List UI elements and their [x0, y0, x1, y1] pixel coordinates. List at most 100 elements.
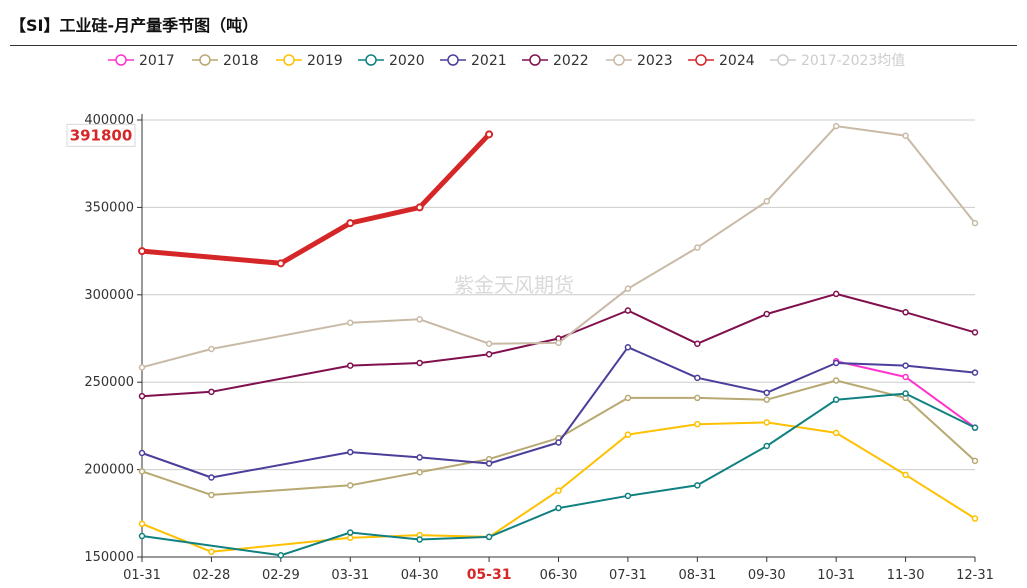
- data-point-2022[interactable]: [624, 307, 632, 314]
- data-point-2021[interactable]: [971, 369, 979, 376]
- data-point-2023[interactable]: [832, 122, 840, 130]
- data-point-2022[interactable]: [138, 392, 146, 400]
- series-2023: [138, 122, 979, 371]
- data-point-2023[interactable]: [902, 132, 909, 139]
- data-point-2018[interactable]: [832, 377, 840, 384]
- data-point-2021[interactable]: [763, 389, 770, 396]
- legend-label: 2021: [471, 53, 507, 69]
- watermark: 紫金天风期货: [454, 273, 574, 297]
- series-2018: [138, 377, 979, 499]
- data-point-2018[interactable]: [347, 482, 354, 489]
- data-point-2023[interactable]: [347, 319, 354, 327]
- data-point-2018[interactable]: [763, 396, 770, 403]
- data-point-2019[interactable]: [971, 515, 979, 522]
- legend-item-2018[interactable]: 2018: [192, 53, 259, 69]
- data-point-2023[interactable]: [971, 219, 979, 227]
- data-point-2020[interactable]: [485, 533, 493, 541]
- data-point-2022[interactable]: [208, 388, 215, 396]
- end-label-value: 391800: [70, 126, 133, 144]
- data-point-2020[interactable]: [832, 396, 840, 403]
- legend-item-2020[interactable]: 2020: [358, 53, 425, 69]
- data-point-2023[interactable]: [763, 198, 770, 205]
- data-point-2021[interactable]: [832, 359, 840, 367]
- series-2020: [138, 390, 979, 559]
- data-point-2020[interactable]: [971, 424, 979, 431]
- data-point-2019[interactable]: [763, 419, 770, 426]
- data-point-2021[interactable]: [485, 460, 493, 467]
- data-point-2018[interactable]: [694, 394, 701, 402]
- data-point-2019[interactable]: [624, 431, 632, 438]
- data-point-2023[interactable]: [555, 339, 562, 347]
- legend-swatch-marker: [613, 54, 625, 66]
- data-point-2021[interactable]: [416, 454, 423, 461]
- data-point-2021[interactable]: [347, 448, 354, 456]
- x-tick-label: 02-29: [262, 568, 300, 583]
- data-point-2021[interactable]: [694, 374, 701, 382]
- data-point-2018[interactable]: [971, 457, 979, 465]
- data-point-2019[interactable]: [832, 429, 840, 437]
- data-point-2022[interactable]: [694, 340, 701, 347]
- legend-item-2017[interactable]: 2017: [108, 53, 175, 69]
- data-point-2020[interactable]: [624, 492, 632, 500]
- data-point-2018[interactable]: [624, 394, 632, 402]
- data-point-2022[interactable]: [763, 310, 770, 318]
- x-tick-label: 07-31: [609, 568, 647, 583]
- data-point-2024[interactable]: [415, 203, 424, 212]
- data-point-2021[interactable]: [902, 362, 909, 369]
- data-point-2024[interactable]: [346, 219, 355, 228]
- data-point-2024[interactable]: [485, 130, 494, 139]
- data-point-2022[interactable]: [347, 362, 354, 369]
- data-point-2017[interactable]: [902, 373, 909, 381]
- data-point-2023[interactable]: [416, 316, 423, 323]
- series-line-2021: [141, 346, 976, 479]
- data-point-2022[interactable]: [832, 290, 840, 298]
- data-point-2022[interactable]: [485, 350, 493, 358]
- data-point-2021[interactable]: [555, 439, 562, 446]
- x-tick-label: 08-31: [678, 568, 716, 583]
- data-point-2019[interactable]: [138, 520, 146, 528]
- data-point-2023[interactable]: [208, 345, 215, 353]
- legend-label: 2023: [637, 53, 673, 69]
- data-point-2020[interactable]: [763, 442, 770, 450]
- legend-item-avg[interactable]: 2017-2023均值: [770, 53, 905, 69]
- data-point-2020[interactable]: [138, 532, 146, 540]
- data-point-2022[interactable]: [416, 359, 423, 367]
- data-point-2021[interactable]: [208, 474, 215, 481]
- data-point-2021[interactable]: [138, 449, 146, 457]
- data-point-2022[interactable]: [971, 329, 979, 336]
- legend-item-2019[interactable]: 2019: [276, 53, 343, 69]
- x-tick-label: 11-30: [887, 568, 925, 583]
- data-point-2022[interactable]: [902, 309, 909, 316]
- data-point-2019[interactable]: [902, 471, 909, 479]
- y-tick-label: 350000: [84, 200, 134, 215]
- x-tick-label-highlight: 05-31: [467, 567, 512, 583]
- data-point-2019[interactable]: [694, 420, 701, 428]
- data-point-2018[interactable]: [208, 491, 215, 499]
- data-point-2019[interactable]: [208, 548, 215, 556]
- data-point-2018[interactable]: [416, 468, 423, 476]
- data-point-2020[interactable]: [555, 504, 562, 512]
- x-axis: 01-31 02-28 02-29 03-31 04-30 05-31 06-30 07-31…: [123, 556, 994, 583]
- data-point-2023[interactable]: [624, 285, 632, 292]
- data-point-2024[interactable]: [138, 247, 146, 256]
- data-point-2024[interactable]: [276, 259, 285, 268]
- data-point-2018[interactable]: [138, 468, 146, 475]
- legend-item-2023[interactable]: 2023: [606, 53, 673, 69]
- data-point-2023[interactable]: [485, 340, 493, 347]
- legend-item-2021[interactable]: 2021: [440, 53, 507, 69]
- legend-item-2024[interactable]: 2024: [688, 53, 755, 69]
- data-point-2023[interactable]: [138, 364, 146, 371]
- chart-title: 【SI】工业硅-月产量季节图（吨）: [10, 16, 259, 35]
- data-point-2020[interactable]: [902, 390, 909, 397]
- legend-label: 2019: [307, 53, 343, 69]
- data-point-2020[interactable]: [347, 529, 354, 536]
- legend-item-2022[interactable]: 2022: [522, 53, 589, 69]
- data-point-2020[interactable]: [416, 536, 423, 543]
- data-point-2019[interactable]: [555, 487, 562, 494]
- data-point-2023[interactable]: [694, 244, 701, 251]
- data-point-2020[interactable]: [694, 482, 701, 489]
- data-point-2019[interactable]: [347, 534, 354, 542]
- data-point-2020[interactable]: [277, 552, 285, 559]
- legend[interactable]: 2017 2018 2019 2020 2021 2022 2023 2024 2017-202…: [108, 53, 905, 69]
- data-point-2021[interactable]: [624, 343, 632, 351]
